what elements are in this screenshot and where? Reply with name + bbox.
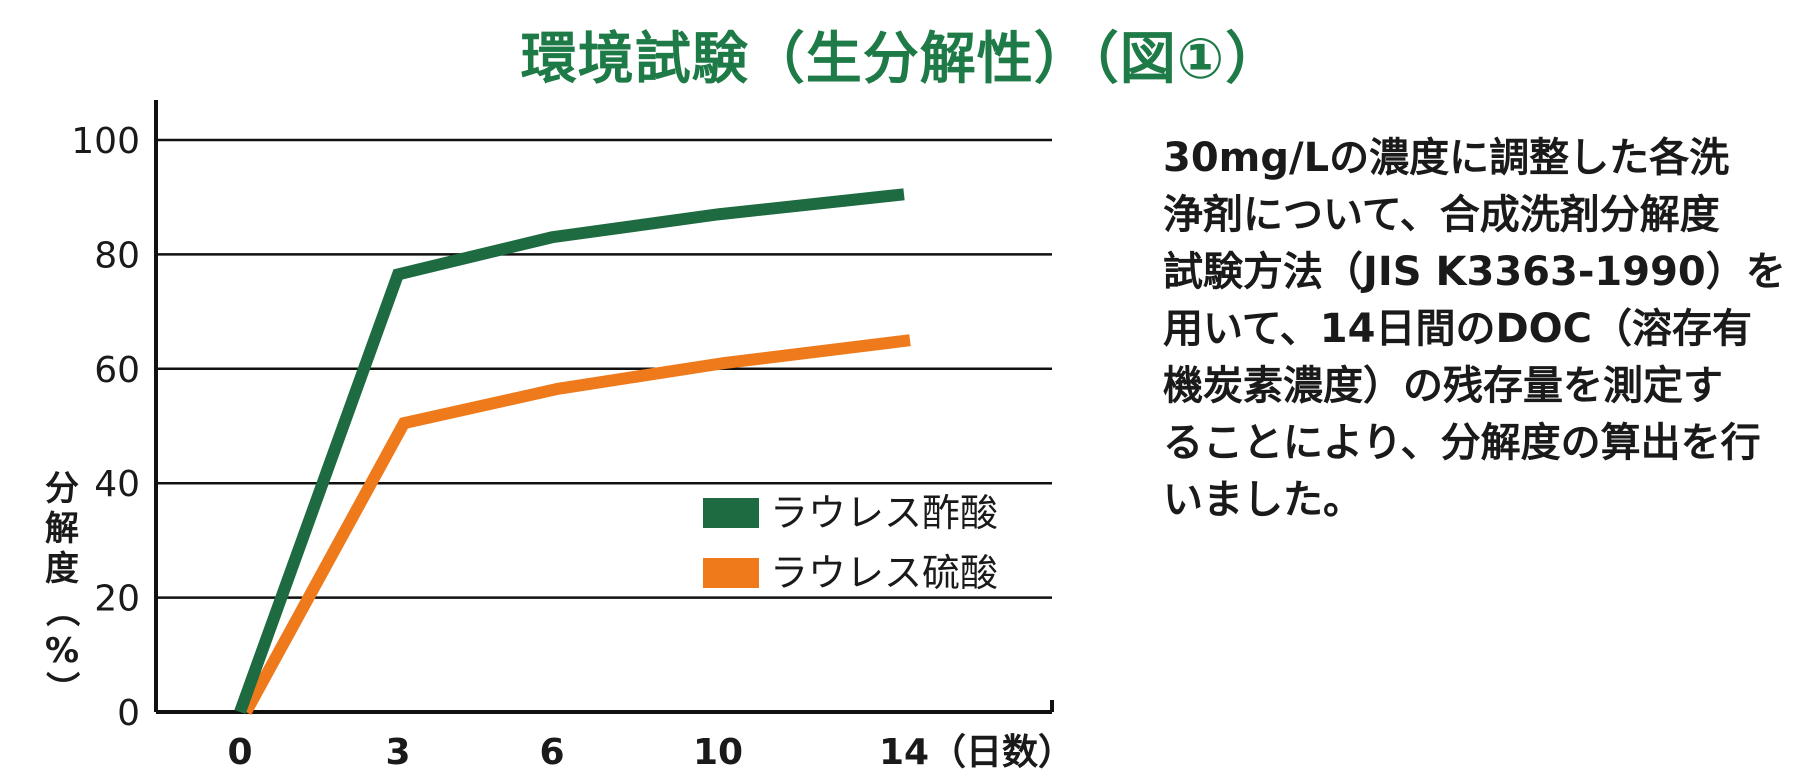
description-line: 浄剤について、合成洗剤分解度: [1163, 192, 1720, 238]
x-tick-label: 0: [227, 732, 252, 773]
y-axis-label: 分解度 （%）: [41, 469, 81, 705]
description-line: いました。: [1163, 477, 1363, 523]
description-line: 機炭素濃度）の残存量を測定す: [1163, 363, 1723, 409]
x-tick-label: 14: [879, 732, 929, 773]
y-axis-label-char: 解: [45, 509, 79, 549]
x-tick-labels: 0 3 6 10 14 （日数）: [227, 732, 1074, 773]
y-tick-label: 60: [94, 350, 140, 391]
legend-label: ラウレス酢酸: [770, 491, 998, 535]
y-axis-label-char: ）: [41, 671, 81, 705]
x-axis-unit-label: （日数）: [930, 732, 1074, 773]
description-line: 30mg/Lの濃度に調整した各洗: [1163, 135, 1730, 181]
y-tick-label: 0: [117, 693, 140, 734]
description-text: 30mg/Lの濃度に調整した各洗 浄剤について、合成洗剤分解度試験方法（JIS K…: [1163, 130, 1786, 529]
y-tick-label: 20: [94, 579, 140, 620]
series-lines: [234, 188, 911, 715]
y-tick-labels: 0 20 40 60 80 100: [71, 121, 140, 734]
y-axis-label-char: 度: [45, 549, 79, 589]
y-axis-label-char: （: [41, 593, 81, 627]
y-tick-label: 100: [71, 121, 140, 162]
y-tick-label: 80: [94, 235, 140, 276]
series-line-0: [234, 188, 905, 715]
y-axis-label-char: %: [45, 631, 79, 671]
y-tick-label: 40: [94, 464, 140, 505]
legend-swatch: [703, 558, 759, 588]
description-line: ることにより、分解度の算出を行: [1163, 420, 1761, 466]
description-line: 試験方法（JIS K3363-1990）を: [1163, 249, 1786, 295]
chart-title: 環境試験（生分解性）（図①）: [520, 27, 1283, 92]
legend-swatch: [703, 498, 759, 528]
description-line: 用いて、14日間のDOC（溶存有: [1163, 306, 1753, 352]
y-axis-label-char: 分: [45, 469, 79, 509]
x-tick-label: 6: [539, 732, 564, 773]
x-tick-label: 10: [693, 732, 743, 773]
x-tick-label: 3: [385, 732, 410, 773]
legend-label: ラウレス硫酸: [770, 551, 998, 595]
